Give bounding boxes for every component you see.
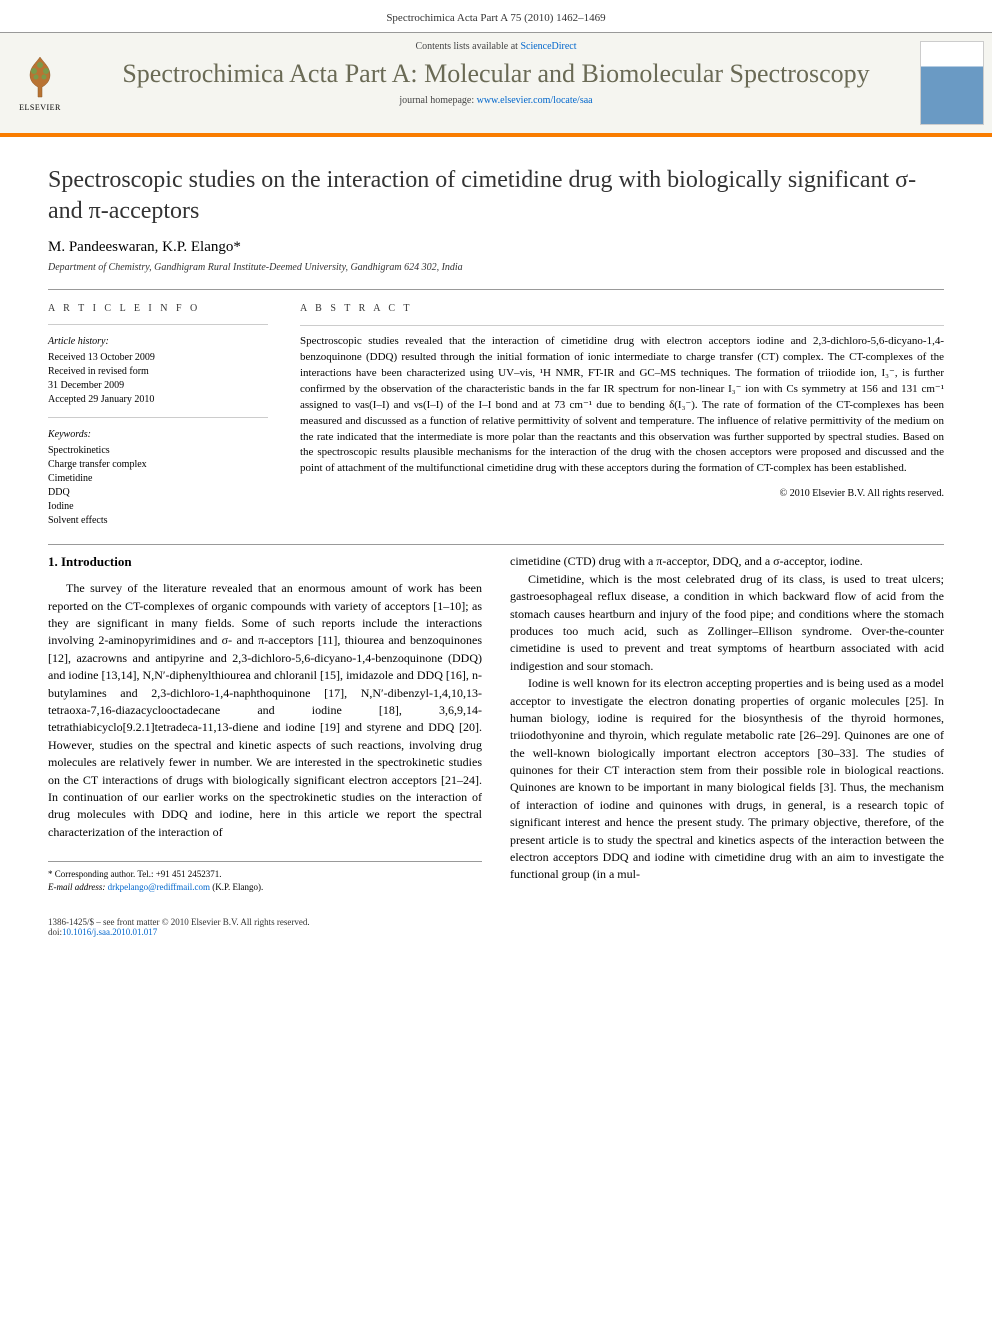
body-columns: 1. Introduction The survey of the litera… (0, 545, 992, 917)
col2-para-1: cimetidine (CTD) drug with a π-acceptor,… (510, 553, 944, 570)
abstract-block: A B S T R A C T Spectroscopic studies re… (300, 302, 944, 528)
history-accepted: Accepted 29 January 2010 (48, 393, 268, 407)
footer-block: 1386-1425/$ – see front matter © 2010 El… (0, 917, 992, 957)
article-info-block: A R T I C L E I N F O Article history: R… (48, 302, 268, 528)
column-right: cimetidine (CTD) drug with a π-acceptor,… (510, 553, 944, 893)
section-1-heading: 1. Introduction (48, 553, 482, 572)
corr-email-link[interactable]: drkpelango@rediffmail.com (108, 882, 210, 892)
homepage-prefix: journal homepage: (399, 95, 476, 106)
col1-para-1: The survey of the literature revealed th… (48, 580, 482, 841)
keyword-6: Solvent effects (48, 514, 268, 528)
contents-prefix: Contents lists available at (415, 41, 520, 52)
authors-line: M. Pandeeswaran, K.P. Elango* (0, 239, 992, 262)
keyword-1: Spectrokinetics (48, 444, 268, 458)
abstract-heading: A B S T R A C T (300, 302, 944, 317)
article-title: Spectroscopic studies on the interaction… (0, 137, 992, 239)
doi-line: doi:10.1016/j.saa.2010.01.017 (48, 927, 944, 937)
keyword-2: Charge transfer complex (48, 458, 268, 472)
abstract-body: Spectroscopic studies revealed that the … (300, 334, 944, 477)
history-header: Article history: (48, 335, 268, 349)
running-head: Spectrochimica Acta Part A 75 (2010) 146… (0, 0, 992, 32)
journal-masthead: ELSEVIER Contents lists available at Sci… (0, 32, 992, 137)
col2-para-2: Cimetidine, which is the most celebrated… (510, 571, 944, 675)
keywords-header: Keywords: (48, 428, 268, 442)
journal-homepage-line: journal homepage: www.elsevier.com/locat… (88, 95, 904, 106)
history-revised-2: 31 December 2009 (48, 379, 268, 393)
corr-email-label: E-mail address: (48, 882, 108, 892)
col2-para-3: Iodine is well known for its electron ac… (510, 675, 944, 884)
article-info-heading: A R T I C L E I N F O (48, 302, 268, 316)
history-revised-1: Received in revised form (48, 365, 268, 379)
keyword-4: DDQ (48, 486, 268, 500)
keyword-3: Cimetidine (48, 472, 268, 486)
journal-homepage-link[interactable]: www.elsevier.com/locate/saa (477, 95, 593, 106)
corr-email-who: (K.P. Elango). (210, 882, 263, 892)
doi-label: doi: (48, 927, 62, 937)
sciencedirect-link[interactable]: ScienceDirect (520, 41, 576, 52)
elsevier-wordmark: ELSEVIER (19, 103, 61, 112)
journal-name: Spectrochimica Acta Part A: Molecular an… (88, 58, 904, 89)
corr-tel: * Corresponding author. Tel.: +91 451 24… (48, 868, 482, 881)
abstract-copyright: © 2010 Elsevier B.V. All rights reserved… (300, 487, 944, 502)
article-info-abstract-row: A R T I C L E I N F O Article history: R… (0, 290, 992, 544)
corr-email-line: E-mail address: drkpelango@rediffmail.co… (48, 881, 482, 894)
elsevier-tree-icon (16, 53, 64, 101)
elsevier-logo-box: ELSEVIER (0, 33, 80, 133)
journal-cover-box (912, 33, 992, 133)
contents-available-line: Contents lists available at ScienceDirec… (88, 41, 904, 52)
corresponding-author-block: * Corresponding author. Tel.: +91 451 24… (48, 861, 482, 893)
journal-cover-thumb (920, 41, 984, 125)
history-received: Received 13 October 2009 (48, 351, 268, 365)
keyword-5: Iodine (48, 500, 268, 514)
affiliation-line: Department of Chemistry, Gandhigram Rura… (0, 262, 992, 289)
column-left: 1. Introduction The survey of the litera… (48, 553, 482, 893)
front-matter-line: 1386-1425/$ – see front matter © 2010 El… (48, 917, 944, 927)
doi-link[interactable]: 10.1016/j.saa.2010.01.017 (62, 927, 157, 937)
